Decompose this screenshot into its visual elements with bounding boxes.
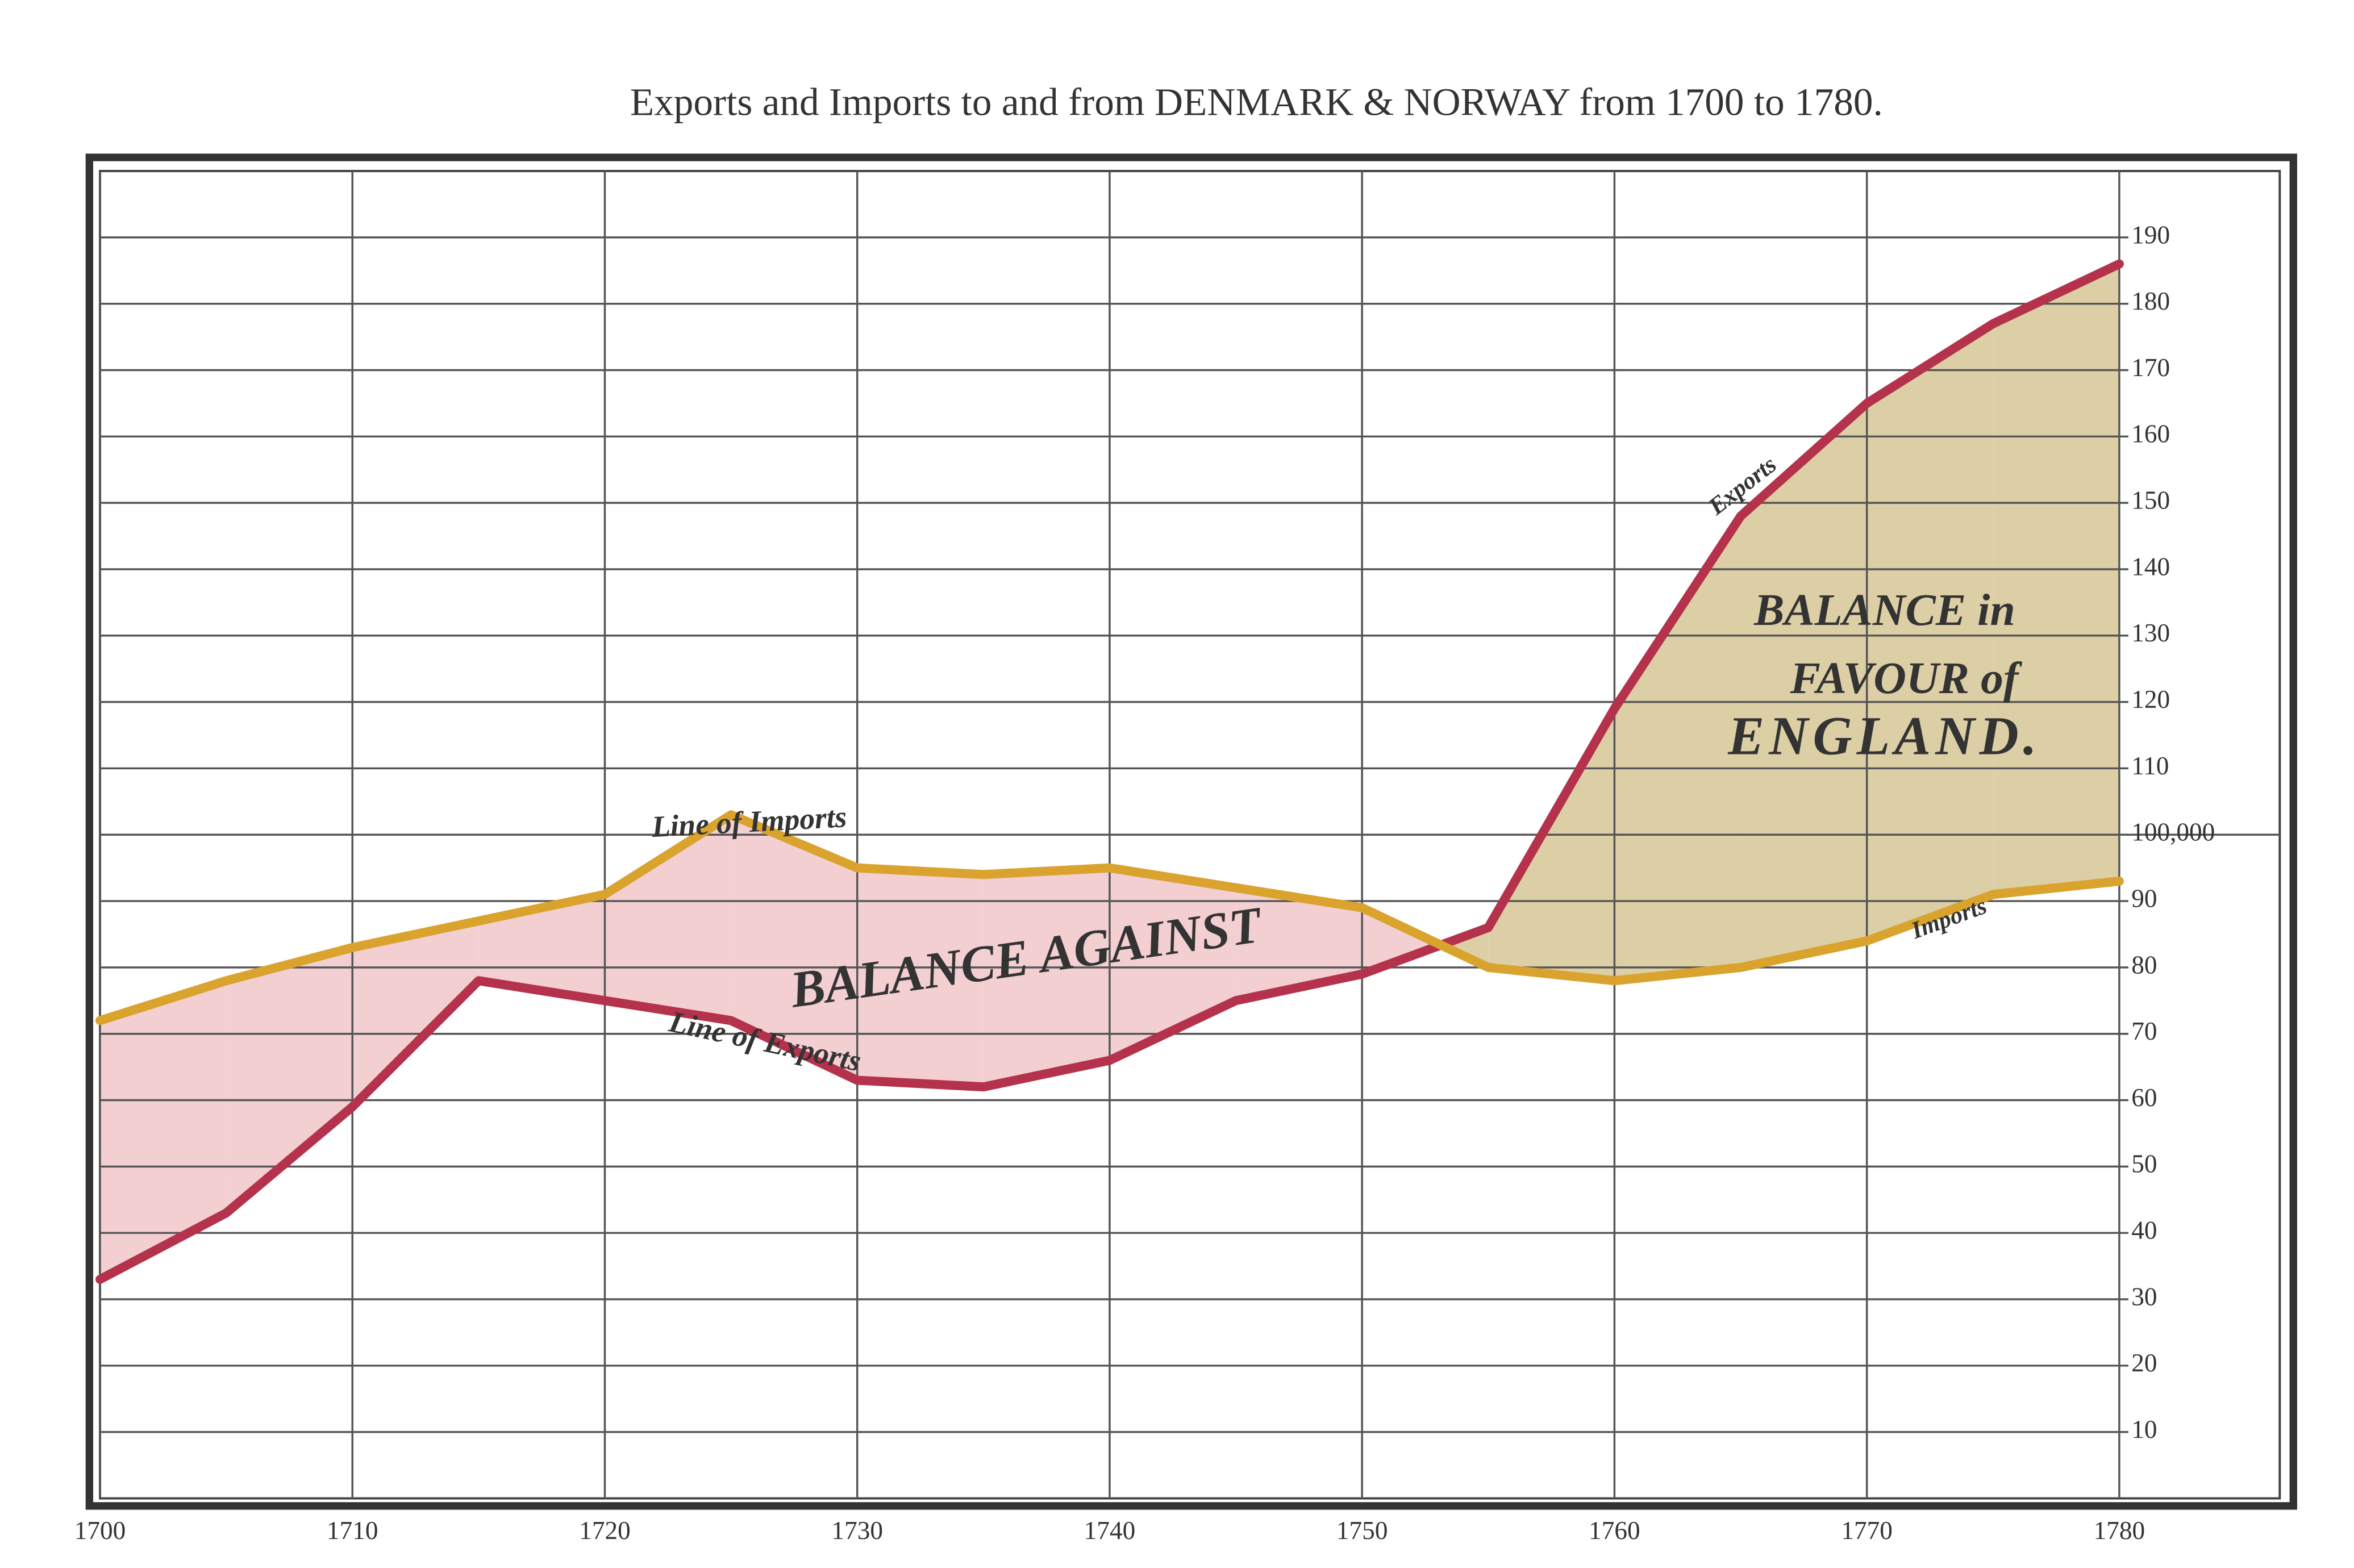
balance-area	[1993, 264, 2119, 895]
annotation: ENGLAND.	[1727, 706, 2041, 766]
x-tick-label: 1780	[2094, 1516, 2145, 1545]
balance-area	[1866, 323, 1993, 941]
y-tick-label: 180	[2131, 287, 2170, 315]
x-tick-label: 1760	[1589, 1516, 1640, 1545]
balance-area	[226, 947, 353, 1213]
balance-area	[983, 868, 1110, 1087]
x-tick-label: 1720	[579, 1516, 631, 1545]
annotation: FAVOUR of	[1790, 653, 2023, 703]
balance-area	[1614, 516, 1741, 981]
balance-area	[1740, 403, 1867, 968]
y-tick-label: 190	[2131, 220, 2170, 249]
y-tick-label: 50	[2131, 1150, 2157, 1178]
y-tick-label: 30	[2131, 1282, 2157, 1311]
areas	[99, 264, 2119, 1279]
y-tick-label: 110	[2131, 752, 2169, 780]
balance-area	[1488, 708, 1615, 981]
series-line	[95, 810, 2124, 1025]
y-tick-label: 160	[2131, 420, 2170, 448]
balance-area	[478, 894, 605, 1001]
balance-area	[1362, 907, 1441, 974]
annotation: BALANCE in	[1753, 585, 2015, 635]
y-tick-label: 100,000	[2131, 818, 2215, 846]
lines	[95, 259, 2124, 1284]
x-tick-label: 1710	[327, 1516, 378, 1545]
x-tick-label: 1700	[74, 1516, 126, 1545]
grid: 10 20 30 40 50 60 70 80 90 100,000 110 120 130 140 150…	[74, 171, 2280, 1545]
y-tick-label: 10	[2131, 1415, 2157, 1444]
y-tick-label: 20	[2131, 1349, 2157, 1377]
balance-area	[731, 815, 857, 1081]
balance-area	[605, 815, 731, 1021]
balance-area	[99, 981, 227, 1279]
x-tick-label: 1770	[1841, 1516, 1893, 1545]
y-tick-label: 70	[2131, 1017, 2157, 1045]
outer-frame	[85, 153, 2297, 1510]
y-tick-label: 80	[2131, 950, 2157, 979]
y-tick-label: 60	[2131, 1083, 2157, 1112]
y-tick-label: 130	[2131, 619, 2170, 647]
y-tick-label: 120	[2131, 685, 2170, 714]
x-tick-label: 1730	[831, 1516, 883, 1545]
y-tick-label: 40	[2131, 1216, 2157, 1245]
x-tick-label: 1750	[1336, 1516, 1388, 1545]
balance-area	[857, 868, 984, 1087]
balance-area	[1236, 887, 1363, 1001]
y-tick-label: 150	[2131, 486, 2170, 515]
y-tick-label: 90	[2131, 884, 2157, 912]
x-tick-label: 1740	[1084, 1516, 1136, 1545]
chart-title: Exports and Imports to and from DENMARK …	[630, 80, 1883, 123]
series-line	[95, 259, 2124, 1284]
y-tick-label: 140	[2131, 552, 2170, 581]
y-tick-label: 170	[2131, 353, 2170, 382]
